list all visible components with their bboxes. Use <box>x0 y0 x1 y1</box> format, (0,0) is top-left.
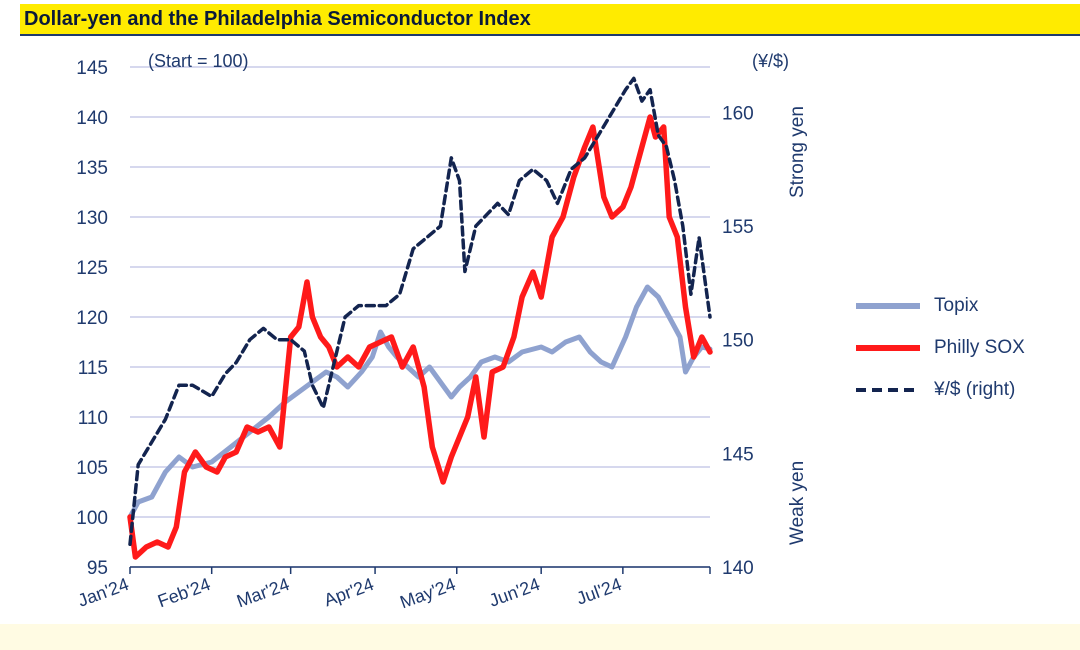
legend-item-usdjpy: ¥/$ (right) <box>856 369 1025 411</box>
grid-lines <box>130 66 710 568</box>
right-tick-label: 145 <box>722 444 754 465</box>
x-tick-label: Apr'24 <box>321 574 376 610</box>
series-sox-line <box>127 114 713 560</box>
bottom-band <box>0 624 1080 650</box>
legend-label-usdjpy: ¥/$ (right) <box>934 379 1016 400</box>
series-usdjpy-line <box>128 76 712 547</box>
right-tick-label: 140 <box>722 558 754 579</box>
chart-title-bar: Dollar-yen and the Philadelphia Semicond… <box>20 4 1080 36</box>
start-note: (Start = 100) <box>148 51 249 71</box>
strong-yen-label: Strong yen <box>787 106 808 198</box>
left-tick-label: 100 <box>76 508 108 529</box>
left-tick-label: 130 <box>76 208 108 229</box>
x-tick-label: May'24 <box>397 574 458 612</box>
legend-label-topix: Topix <box>934 295 979 316</box>
weak-yen-label: Weak yen <box>787 461 808 545</box>
left-tick-label: 120 <box>76 308 108 329</box>
right-axis-ticks: 140 145 150 155 160 <box>722 103 754 579</box>
x-axis-ticks: Jan'24 Feb'24 Mar'24 Apr'24 May'24 Jun'24 Jul'… <box>75 567 711 612</box>
x-tick-label: Mar'24 <box>234 574 292 611</box>
left-tick-label: 135 <box>76 158 108 179</box>
left-tick-label: 140 <box>76 108 108 129</box>
legend-label-sox: Philly SOX <box>934 337 1025 358</box>
left-tick-label: 105 <box>76 458 108 479</box>
legend-item-topix: Topix <box>856 285 1025 327</box>
right-axis-unit: (¥/$) <box>752 51 789 71</box>
left-axis-ticks: 95 100 105 110 115 120 125 130 135 140 145 <box>76 58 108 579</box>
left-tick-label: 145 <box>76 58 108 79</box>
legend-swatch-topix <box>856 303 920 309</box>
legend-swatch-usdjpy <box>856 388 920 392</box>
left-tick-label: 110 <box>78 408 108 429</box>
legend-item-sox: Philly SOX <box>856 327 1025 369</box>
right-tick-label: 150 <box>722 331 754 352</box>
series-topix-line <box>127 284 713 520</box>
left-tick-label: 115 <box>78 358 108 379</box>
x-tick-label: Jan'24 <box>75 574 131 611</box>
right-tick-label: 160 <box>722 103 754 124</box>
left-tick-label: 95 <box>87 558 108 579</box>
x-tick-label: Jun'24 <box>486 574 542 611</box>
left-tick-label: 125 <box>76 258 108 279</box>
chart-legend: Topix Philly SOX ¥/$ (right) <box>856 285 1025 411</box>
right-tick-label: 155 <box>722 217 754 238</box>
series-layer <box>127 76 713 560</box>
x-tick-label: Feb'24 <box>155 574 213 611</box>
x-tick-label: Jul'24 <box>574 574 625 609</box>
chart-title: Dollar-yen and the Philadelphia Semicond… <box>24 8 531 30</box>
legend-swatch-sox <box>856 345 920 351</box>
